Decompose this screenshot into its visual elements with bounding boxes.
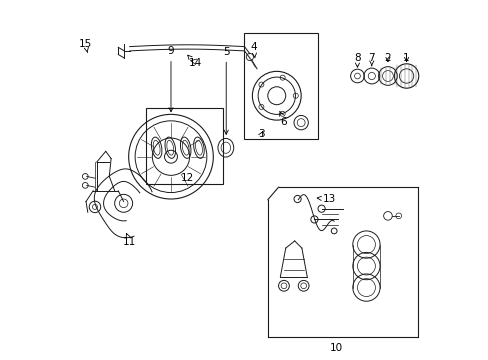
- Text: 10: 10: [329, 343, 343, 353]
- Text: 11: 11: [123, 234, 136, 247]
- Text: 15: 15: [79, 40, 92, 52]
- Text: 8: 8: [353, 53, 360, 67]
- Bar: [145, 108, 223, 184]
- Text: 13: 13: [316, 194, 336, 204]
- Text: 1: 1: [403, 53, 409, 63]
- Text: 9: 9: [167, 46, 174, 112]
- Text: 6: 6: [279, 111, 286, 127]
- Text: 5: 5: [223, 46, 229, 134]
- Text: 2: 2: [384, 53, 390, 63]
- Text: 12: 12: [180, 173, 193, 183]
- Text: 4: 4: [250, 42, 257, 58]
- Bar: [244, 33, 317, 139]
- Text: 7: 7: [368, 53, 374, 66]
- Text: 3: 3: [258, 129, 264, 139]
- Text: 14: 14: [187, 55, 202, 68]
